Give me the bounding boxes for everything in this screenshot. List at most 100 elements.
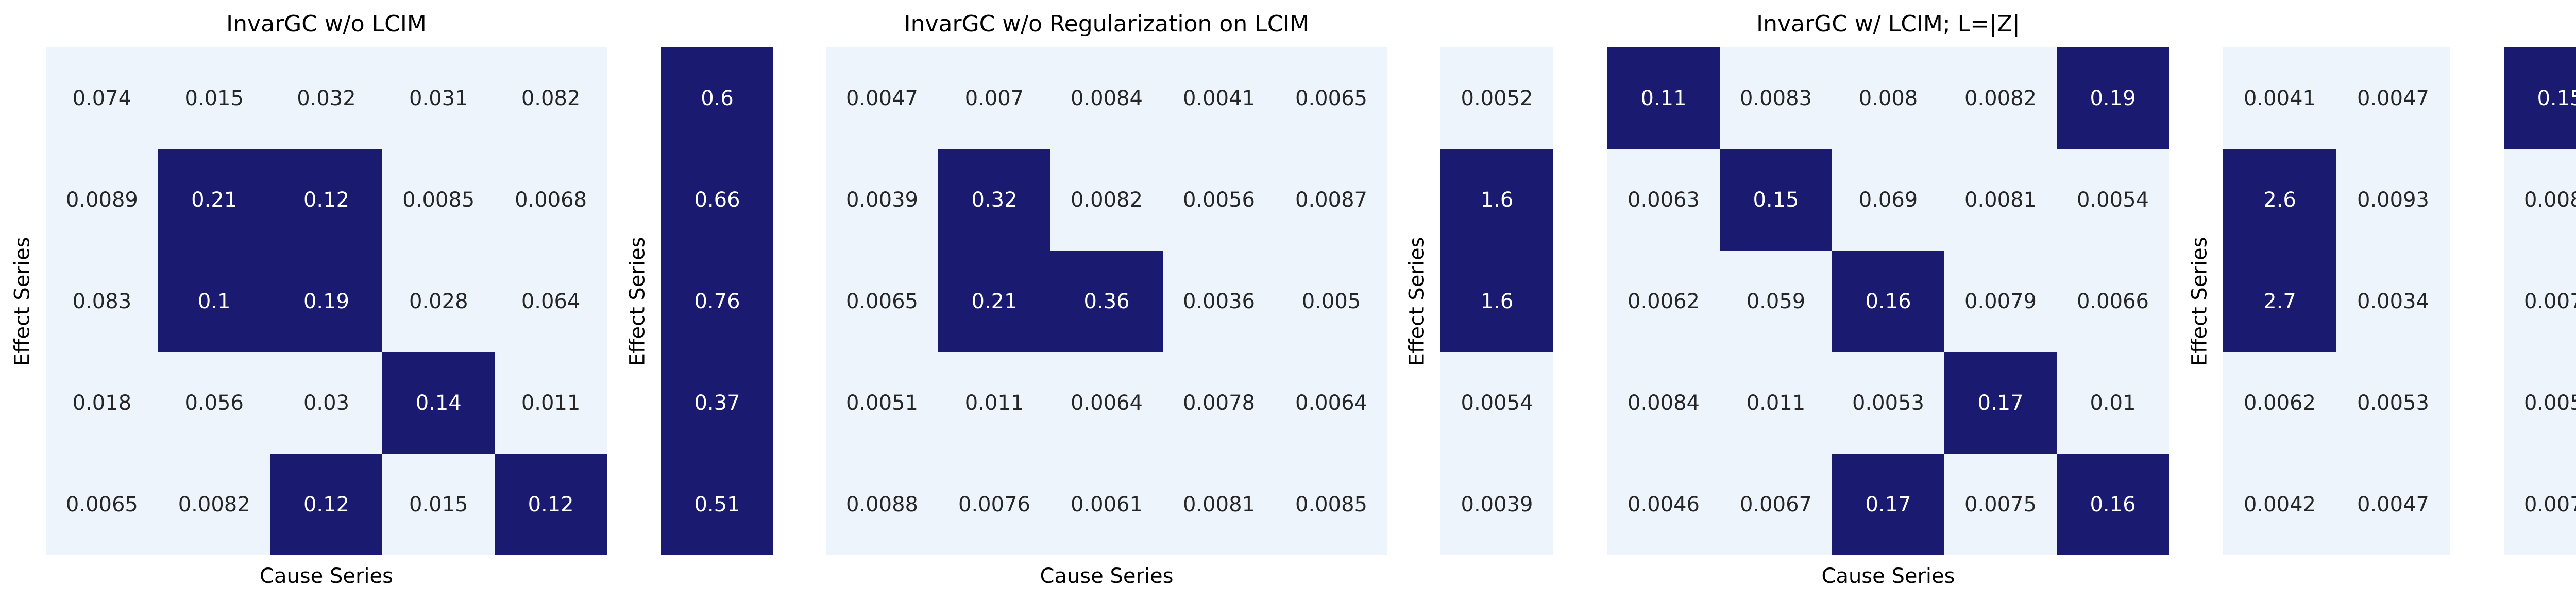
heatmap-cell: 0.0081: [1163, 454, 1275, 555]
y-axis-label: Effect Series: [10, 237, 34, 366]
heatmap-cell: 0.0041: [1163, 47, 1275, 149]
latent-heatmap-3: 0.0041 0.0047 2.6 0.0093 2.7 0.0034 0.0062 0.00…: [2223, 47, 2450, 555]
heatmap-cell: 0.011: [495, 352, 607, 454]
heatmap-cell: 0.1: [158, 251, 270, 352]
heatmap-cell: 0.083: [46, 251, 158, 352]
heatmap-cell: 0.0063: [1607, 149, 1720, 251]
heatmap-cell: 0.19: [270, 251, 383, 352]
heatmap-cell: 0.0047: [826, 47, 938, 149]
heatmap-cell: 0.008: [1832, 47, 1944, 149]
heatmap-cell: 0.0053: [2336, 352, 2450, 454]
heatmap-cell: 0.0076: [938, 454, 1050, 555]
heatmap-cell: 0.12: [495, 454, 607, 555]
heatmap-cell: 0.0041: [2223, 47, 2336, 149]
latent-heatmap-1: 0.6 0.66 0.76 0.37 0.51: [661, 47, 773, 555]
heatmap-panel-invargc-w-o-lcim: 0.074 0.015 0.032 0.031 0.082 0.0089 0.21 0.12 0…: [46, 47, 607, 555]
heatmap-cell: 0.0064: [1050, 352, 1163, 454]
heatmap-cell: 0.0064: [1275, 352, 1387, 454]
latent-heatmap-2: 0.0052 1.6 1.6 0.0054 0.0039: [1440, 47, 1553, 555]
heatmap-cell: 0.0046: [1607, 454, 1720, 555]
heatmap-cell: 0.0065: [826, 251, 938, 352]
heatmap-cell: 0.064: [495, 251, 607, 352]
heatmap-cell: 0.0062: [1607, 251, 1720, 352]
heatmap-cell: 0.16: [1832, 251, 1944, 352]
heatmap-cell: 0.011: [1720, 352, 1832, 454]
heatmap-cell: 0.0075: [1944, 454, 2057, 555]
heatmap-cell: 0.028: [382, 251, 495, 352]
heatmap-cell: 0.0085: [1275, 454, 1387, 555]
heatmap-cell: 0.0084: [1050, 47, 1163, 149]
heatmap-cell: 0.11: [1607, 47, 1720, 149]
y-axis-label: Effect Series: [1405, 237, 1429, 366]
heatmap-cell: 0.0039: [1440, 454, 1553, 555]
heatmap-cell: 0.21: [158, 149, 270, 251]
heatmap-cell: 0.0081: [1944, 149, 2057, 251]
heatmap-cell: 0.0079: [2504, 251, 2576, 352]
heatmap-cell: 0.0065: [46, 454, 158, 555]
heatmap-cell: 0.0081: [2504, 149, 2576, 251]
heatmap-cell: 0.056: [158, 352, 270, 454]
heatmap-cell: 0.005: [1275, 251, 1387, 352]
heatmap-cell: 0.015: [382, 454, 495, 555]
heatmap-cell: 0.76: [661, 251, 773, 352]
heatmap-cell: 0.0082: [1944, 47, 2057, 149]
heatmap-cell: 0.0078: [1163, 352, 1275, 454]
heatmap-cell: 0.031: [382, 47, 495, 149]
y-axis-label: Effect Series: [2188, 237, 2211, 366]
heatmap-panel-invargc-w-lcim-l-z: 0.150.0130.0120.0060.240.00810.170.0810.…: [2504, 47, 2576, 555]
heatmap-cell: 0.51: [661, 454, 773, 555]
heatmap-cell: 0.16: [2057, 454, 2169, 555]
heatmap-cell: 0.0054: [2057, 149, 2169, 251]
heatmap-panel-invargc-w-lcim-l-z: 0.11 0.0083 0.008 0.0082 0.19 0.0063 0.15 0.069…: [1607, 47, 2169, 555]
panel-title: InvarGC w/o LCIM: [226, 10, 427, 37]
heatmap-cell: 0.0066: [2057, 251, 2169, 352]
heatmap-cell: 0.0074: [2504, 454, 2576, 555]
heatmap-cell: 2.7: [2223, 251, 2336, 352]
heatmap-cell: 0.0082: [1050, 149, 1163, 251]
heatmap-cell: 0.0084: [1607, 352, 1720, 454]
y-axis-label: Effect Series: [625, 237, 649, 366]
heatmap-cell: 0.0051: [826, 352, 938, 454]
heatmap-cell: 0.0053: [1832, 352, 1944, 454]
heatmap-cell: 0.069: [1832, 149, 1944, 251]
heatmap-cell: 0.0047: [2336, 47, 2450, 149]
heatmap-cell: 0.0088: [826, 454, 938, 555]
heatmap-cell: 0.37: [661, 352, 773, 454]
panel-title: InvarGC w/ LCIM; L=|Z|: [1756, 10, 2020, 37]
y-axis-label-wrap: Effect Series: [2188, 47, 2211, 555]
heatmap-cell: 0.0036: [1163, 251, 1275, 352]
heatmap-cell: 0.66: [661, 149, 773, 251]
heatmap-cell: 0.17: [1832, 454, 1944, 555]
x-axis-label: Cause Series: [260, 564, 393, 588]
y-axis-label-wrap: Effect Series: [10, 47, 34, 555]
heatmap-cell: 0.0082: [158, 454, 270, 555]
heatmap-cell: 0.15: [2504, 47, 2576, 149]
heatmap-cell: 0.0065: [1275, 47, 1387, 149]
heatmap-cell: 0.17: [1944, 352, 2057, 454]
heatmap-cell: 1.6: [1440, 251, 1553, 352]
heatmap-cell: 0.074: [46, 47, 158, 149]
x-axis-label: Cause Series: [2504, 561, 2576, 592]
heatmap-cell: 0.082: [495, 47, 607, 149]
heatmap-cell: 0.0067: [1720, 454, 1832, 555]
heatmap-cell: 0.6: [661, 47, 773, 149]
heatmap-cell: 0.011: [938, 352, 1050, 454]
panel-title: InvarGC w/ LCIM; L>|Z|: [2504, 7, 2576, 40]
heatmap-cell: 0.0047: [2336, 454, 2450, 555]
heatmap-cell: 0.007: [938, 47, 1050, 149]
heatmap-cell: 2.6: [2223, 149, 2336, 251]
heatmap-cell: 0.15: [1720, 149, 1832, 251]
heatmap-cell: 0.0083: [1720, 47, 1832, 149]
heatmap-cell: 0.032: [270, 47, 383, 149]
heatmap-cell: 0.36: [1050, 251, 1163, 352]
y-axis-label-wrap: Effect Series: [625, 47, 649, 555]
panel-title: InvarGC w/o Regularization on LCIM: [904, 10, 1310, 37]
heatmap-panel-invargc-w-o-regularization-on-lcim: 0.0047 0.007 0.0084 0.0041 0.0065 0.0039 0.32 0…: [826, 47, 1387, 555]
heatmap-cell: 0.0089: [46, 149, 158, 251]
heatmap-cell: 0.0052: [1440, 47, 1553, 149]
heatmap-cell: 0.059: [1720, 251, 1832, 352]
heatmap-cell: 0.03: [270, 352, 383, 454]
heatmap-cell: 0.018: [46, 352, 158, 454]
heatmap-cell: 0.0062: [2223, 352, 2336, 454]
